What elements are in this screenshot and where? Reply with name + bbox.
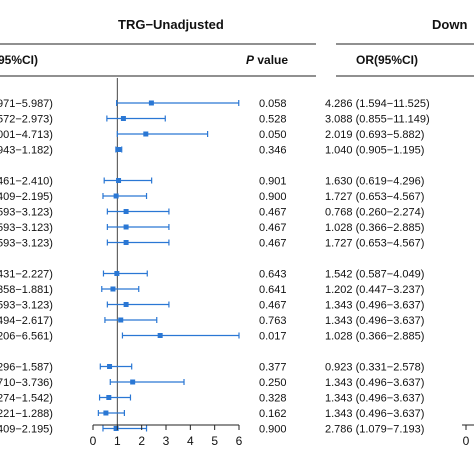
- p-value-label: 0.162: [259, 408, 287, 420]
- p-value-label: 0.250: [259, 377, 287, 389]
- or-ci-label: 1.202 (0.447−3.237): [325, 284, 424, 296]
- x-tick-label: 2: [138, 434, 145, 448]
- ci-label: 001−4.713): [0, 129, 53, 141]
- p-value-label: 0.346: [259, 145, 287, 157]
- left-panel-title: TRG−Unadjusted: [118, 17, 224, 32]
- p-value-label: 0.058: [259, 98, 287, 110]
- or-ci-label: 4.286 (1.594−11.525): [325, 98, 430, 110]
- or-ci-label: 1.343 (0.496−3.637): [325, 393, 424, 405]
- or-ci-label: 3.088 (0.855−11.149): [325, 114, 430, 126]
- ci-label: 943−1.182): [0, 145, 53, 157]
- right-panel-title: Down: [432, 17, 467, 32]
- point-estimate: [130, 379, 136, 385]
- x-axis: 0 1 2 3 4 5 6 0: [90, 424, 474, 448]
- right-panel-x-tick-label: 0: [463, 434, 470, 448]
- point-estimate: [110, 286, 116, 292]
- ci-label: 461−2.410): [0, 176, 53, 188]
- ci-label: 274−1.542): [0, 393, 53, 405]
- or-ci-label: 1.343 (0.496−3.637): [325, 315, 424, 327]
- plot-marks: [97, 78, 240, 432]
- point-estimate: [123, 302, 129, 307]
- ci-label: 593−3.123): [0, 238, 53, 250]
- ci-label: 593−3.123): [0, 207, 53, 219]
- ci-label: 221−1.288): [0, 408, 53, 420]
- p-value-label: 0.641: [259, 284, 287, 296]
- ci-label: 409−2.195): [0, 424, 53, 436]
- table-rows: 971−5.987) 0.058 4.286 (1.594−11.525) 572−2…: [0, 98, 430, 436]
- or-ci-label: 1.343 (0.496−3.637): [325, 300, 424, 312]
- p-value-label: 0.467: [259, 222, 287, 234]
- p-value-label: 0.900: [259, 191, 287, 203]
- x-tick-label: 0: [90, 434, 97, 448]
- or-ci-label: 1.040 (0.905−1.195): [325, 145, 424, 157]
- p-value-label: 0.900: [259, 424, 287, 436]
- ci-label: 409−2.195): [0, 191, 53, 203]
- x-tick-label: 1: [114, 434, 121, 448]
- p-value-label: 0.017: [259, 331, 287, 343]
- or-ci-label: 1.028 (0.366−2.885): [325, 331, 424, 343]
- ci-label: 206−6.561): [0, 331, 53, 343]
- point-estimate: [123, 224, 129, 230]
- or-ci-label: 1.542 (0.587−4.049): [325, 269, 424, 281]
- or-ci-label: 1.343 (0.496−3.637): [325, 408, 424, 420]
- ci-label: 971−5.987): [0, 98, 53, 110]
- point-estimate: [148, 100, 154, 106]
- or-ci-label: 1.727 (0.653−4.567): [325, 238, 424, 250]
- x-tick-label: 3: [163, 434, 170, 448]
- p-value-label: 0.901: [259, 176, 287, 188]
- or-ci-label: 2.786 (1.079−7.193): [325, 424, 424, 436]
- point-estimate: [116, 147, 122, 152]
- ci-label: 431−2.227): [0, 269, 53, 281]
- ci-label: 593−3.123): [0, 300, 53, 312]
- point-estimate: [114, 271, 120, 276]
- or-ci-label: 0.768 (0.260−2.274): [325, 207, 424, 219]
- p-value-label: 0.528: [259, 114, 287, 126]
- p-value-label: 0.467: [259, 300, 287, 312]
- point-estimate: [106, 395, 112, 400]
- p-value-label: 0.643: [259, 269, 287, 281]
- or-ci-label: 0.923 (0.331−2.578): [325, 362, 424, 374]
- ci-label: 494−2.617): [0, 315, 53, 327]
- point-estimate: [120, 116, 126, 121]
- p-value-label: 0.467: [259, 207, 287, 219]
- point-estimate: [113, 426, 119, 431]
- ci-label: 358−1.881): [0, 284, 53, 296]
- ci-column-header: 95%CI): [0, 53, 38, 67]
- x-tick-label: 6: [236, 434, 243, 448]
- or-ci-label: 2.019 (0.693−5.882): [325, 129, 424, 141]
- p-value-header-rest: value: [254, 53, 288, 67]
- point-estimate: [116, 178, 122, 183]
- p-value-label: 0.377: [259, 362, 287, 374]
- point-estimate: [123, 240, 129, 245]
- point-estimate: [107, 364, 113, 369]
- p-value-label: 0.050: [259, 129, 287, 141]
- p-value-column-header: P value: [246, 53, 288, 67]
- p-value-header-italic: P: [246, 53, 255, 67]
- point-estimate: [118, 317, 124, 323]
- p-value-label: 0.328: [259, 393, 287, 405]
- ci-label: 572−2.973): [0, 114, 53, 126]
- point-estimate: [123, 209, 129, 214]
- point-estimate: [113, 193, 119, 199]
- point-estimate: [157, 333, 163, 338]
- point-estimate: [103, 410, 109, 416]
- or-ci-column-header: OR(95%CI): [356, 53, 418, 67]
- p-value-label: 0.467: [259, 238, 287, 250]
- x-tick-label: 4: [187, 434, 194, 448]
- or-ci-label: 1.630 (0.619−4.296): [325, 176, 424, 188]
- or-ci-label: 1.028 (0.366−2.885): [325, 222, 424, 234]
- point-estimate: [143, 131, 149, 137]
- or-ci-label: 1.343 (0.496−3.637): [325, 377, 424, 389]
- x-tick-label: 5: [211, 434, 218, 448]
- p-value-label: 0.763: [259, 315, 287, 327]
- ci-label: 710−3.736): [0, 377, 53, 389]
- ci-label: 296−1.587): [0, 362, 53, 374]
- ci-label: 593−3.123): [0, 222, 53, 234]
- or-ci-label: 1.727 (0.653−4.567): [325, 191, 424, 203]
